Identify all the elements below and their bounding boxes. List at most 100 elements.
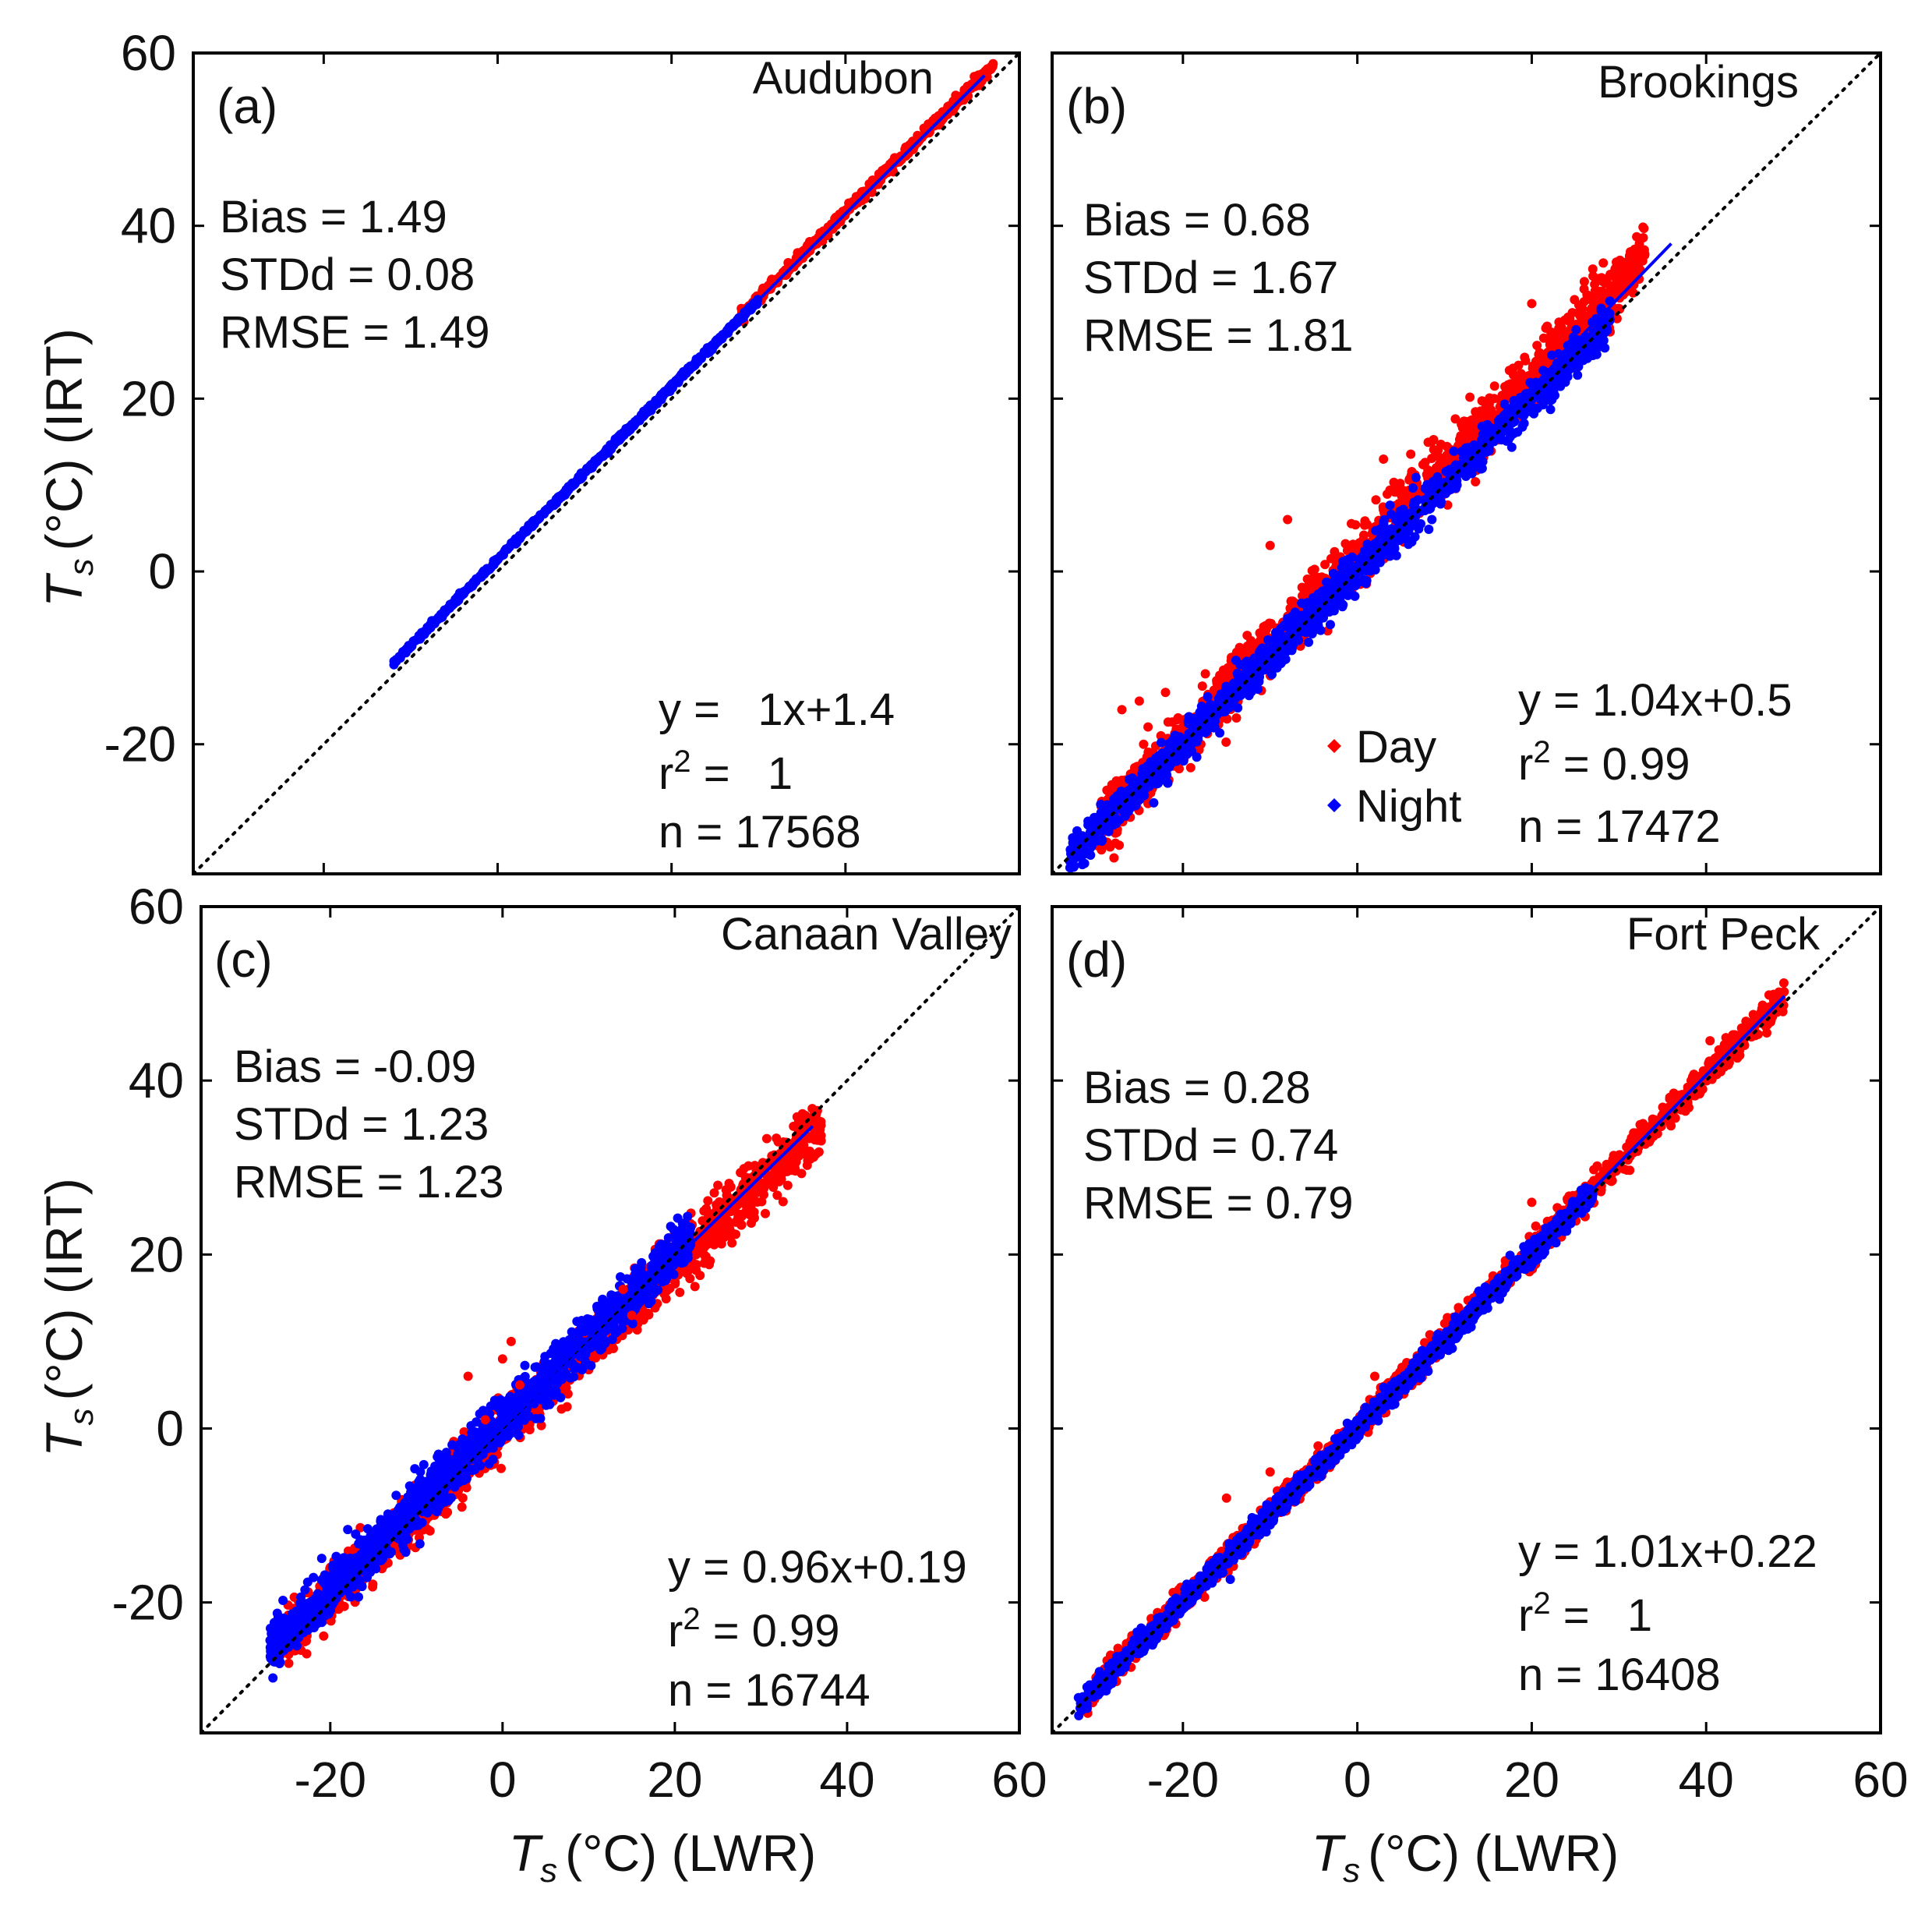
day-point xyxy=(457,1502,467,1512)
night-point xyxy=(1524,400,1535,410)
night-point xyxy=(1128,776,1138,785)
night-point xyxy=(602,444,612,454)
r-squared-superscript: 2 xyxy=(673,744,691,779)
day-point xyxy=(1185,762,1196,773)
night-point xyxy=(616,430,626,440)
night-point xyxy=(1408,483,1418,493)
day-point xyxy=(1598,287,1608,297)
night-point xyxy=(1157,770,1167,780)
night-point xyxy=(1422,486,1432,495)
day-point xyxy=(1347,518,1356,529)
night-point xyxy=(1302,606,1312,617)
r-squared-value: = 0.99 xyxy=(1551,739,1690,790)
night-point xyxy=(390,657,399,667)
night-point xyxy=(1505,432,1515,442)
night-point xyxy=(1288,639,1298,649)
night-point xyxy=(1193,719,1203,729)
panel-b-stdd: STDd = 1.67 xyxy=(1083,253,1338,303)
night-point xyxy=(1596,303,1606,313)
day-point xyxy=(1371,495,1381,505)
night-point xyxy=(1275,650,1285,660)
night-point xyxy=(1171,749,1181,759)
y-tick-label: 0 xyxy=(148,543,176,599)
day-point xyxy=(1615,304,1625,314)
day-point xyxy=(1640,249,1650,259)
day-point xyxy=(1552,338,1562,348)
night-point xyxy=(1344,586,1354,596)
day-point xyxy=(1513,360,1524,370)
night-point xyxy=(588,459,598,469)
night-point xyxy=(1573,370,1583,380)
night-point xyxy=(1337,602,1347,612)
night-point xyxy=(1313,589,1323,599)
legend-night-marker xyxy=(1327,798,1341,812)
panel-b-fit-equation: y = 1.04x+0.5 xyxy=(1518,675,1792,726)
day-point xyxy=(1163,717,1173,727)
panel-b-bias: Bias = 0.68 xyxy=(1083,195,1311,246)
night-point xyxy=(549,500,558,510)
night-point xyxy=(1460,443,1471,453)
day-point xyxy=(1197,681,1207,691)
day-point xyxy=(1139,739,1149,749)
night-point xyxy=(1571,325,1581,334)
day-point xyxy=(1160,688,1171,698)
night-point xyxy=(1257,643,1267,653)
night-point xyxy=(1575,356,1585,366)
day-point xyxy=(775,271,786,281)
night-point xyxy=(1270,628,1280,638)
night-point xyxy=(1128,784,1139,794)
day-point xyxy=(1574,300,1584,310)
day-point xyxy=(1361,519,1371,529)
panel-a-stdd: STDd = 0.08 xyxy=(220,249,475,300)
day-point xyxy=(1520,352,1530,362)
night-point xyxy=(1472,461,1482,472)
night-point xyxy=(1449,446,1459,456)
night-point xyxy=(407,641,417,651)
day-point xyxy=(703,1196,713,1206)
night-point xyxy=(1234,691,1245,701)
night-point xyxy=(1290,625,1300,635)
night-point xyxy=(1439,487,1450,497)
day-point xyxy=(302,1649,312,1659)
night-point xyxy=(521,526,532,536)
night-point xyxy=(1316,612,1326,622)
night-point xyxy=(743,304,754,314)
day-point xyxy=(1467,415,1477,425)
night-point xyxy=(1192,752,1202,762)
day-point xyxy=(713,1180,723,1190)
night-point xyxy=(433,614,443,624)
night-point xyxy=(1095,827,1104,837)
panel-a-fit-equation: y = 1x+1.4 xyxy=(659,684,895,735)
day-point xyxy=(1265,540,1275,550)
night-point xyxy=(1191,736,1201,746)
night-point xyxy=(1287,615,1297,625)
panel-b-one-to-one-line xyxy=(1051,51,1882,875)
night-point xyxy=(560,487,570,497)
day-point xyxy=(782,1180,793,1190)
night-point xyxy=(1150,779,1160,789)
night-point xyxy=(1361,578,1371,589)
night-point xyxy=(489,557,500,567)
night-point xyxy=(1506,442,1517,452)
panel-a-bias: Bias = 1.49 xyxy=(220,192,447,242)
night-point xyxy=(1397,534,1406,544)
day-point xyxy=(319,1631,329,1641)
night-point xyxy=(1411,472,1421,483)
y-tick-label: 40 xyxy=(121,198,176,254)
night-point xyxy=(448,598,458,608)
day-point xyxy=(901,151,911,161)
day-point xyxy=(1450,414,1460,424)
day-point xyxy=(1454,434,1464,444)
day-point xyxy=(1200,669,1210,679)
day-point xyxy=(1379,454,1389,464)
night-point xyxy=(1122,790,1132,801)
day-point xyxy=(675,1287,685,1297)
panel-b: (b) Brookings Bias = 0.68 STDd = 1.67 RM… xyxy=(1051,51,1882,875)
night-point xyxy=(514,533,525,543)
panel-b-frame xyxy=(1051,51,1882,875)
night-point xyxy=(1365,566,1376,576)
night-point xyxy=(1305,616,1316,626)
day-point xyxy=(355,1522,366,1533)
night-point xyxy=(1157,737,1166,748)
